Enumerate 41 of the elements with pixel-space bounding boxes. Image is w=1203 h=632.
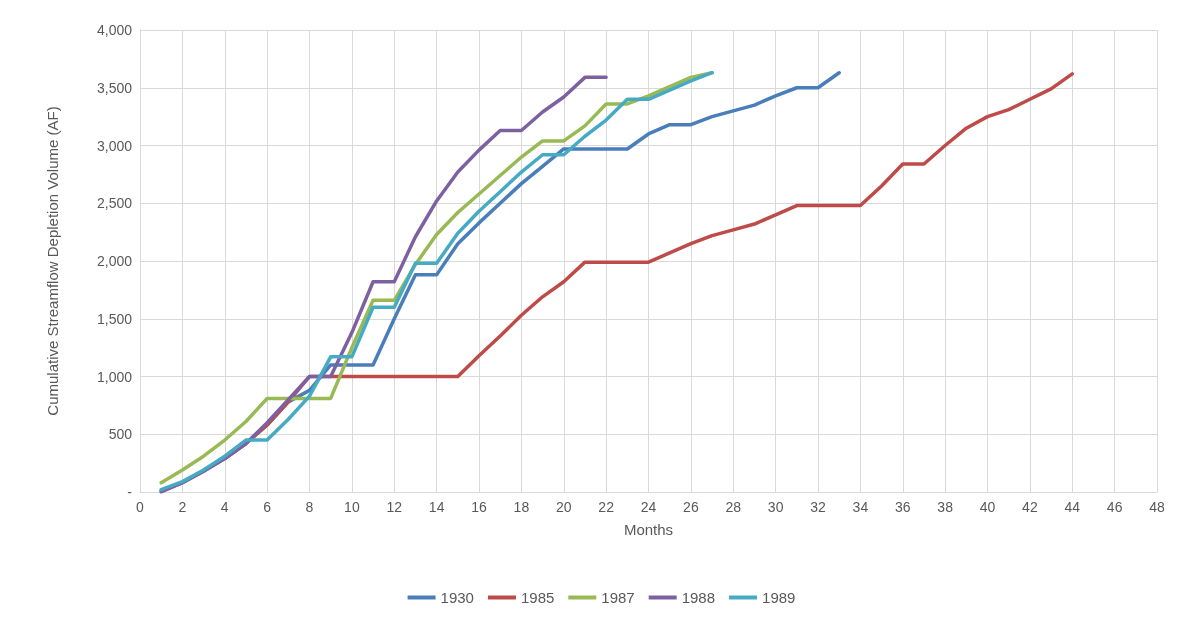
x-tick-label: 2 [178,499,187,515]
x-tick-label: 44 [1064,499,1081,515]
x-tick-label: 20 [555,499,572,515]
x-tick-label: 0 [136,499,145,515]
x-tick-label: 4 [220,499,229,515]
y-tick-label: 500 [108,426,133,443]
x-tick-label: 8 [305,499,314,515]
y-tick-label: - [127,484,133,500]
legend-label: 1930 [440,589,474,606]
y-tick-label: 1,000 [96,368,133,385]
x-tick-label: 18 [513,499,530,515]
y-tick-label: 1,500 [96,310,133,327]
x-tick-label: 32 [810,499,826,515]
x-tick-label: 34 [852,499,869,515]
x-tick-label: 30 [767,499,784,515]
y-tick-label: 2,000 [96,253,133,269]
x-tick-label: 42 [1022,499,1038,515]
legend-label: 1987 [601,589,635,606]
x-tick-label: 16 [471,499,487,515]
x-tick-label: 28 [725,499,742,515]
x-tick-label: 10 [344,499,360,515]
y-tick-label: 3,000 [96,137,133,154]
x-tick-label: 40 [979,499,996,515]
x-tick-label: 38 [937,499,954,515]
legend-label: 1988 [681,589,716,606]
x-tick-label: 14 [428,499,445,515]
x-tick-label: 48 [1149,499,1165,515]
x-tick-label: 36 [894,499,911,515]
y-tick-label: 2,500 [96,195,133,212]
x-tick-label: 22 [598,499,615,515]
y-tick-label: 3,500 [96,79,133,96]
y-tick-label: 4,000 [96,22,133,38]
legend-label: 1985 [520,589,555,606]
x-tick-label: 24 [640,499,657,515]
x-tick-label: 12 [386,499,403,515]
x-axis-title: Months [623,521,674,538]
x-tick-label: 6 [263,499,272,515]
legend-label: 1989 [762,589,796,606]
x-tick-label: 26 [683,499,699,515]
x-tick-label: 46 [1106,499,1123,515]
y-axis-title: Cumulative Streamflow Depletion Volume (AF) [44,106,61,416]
